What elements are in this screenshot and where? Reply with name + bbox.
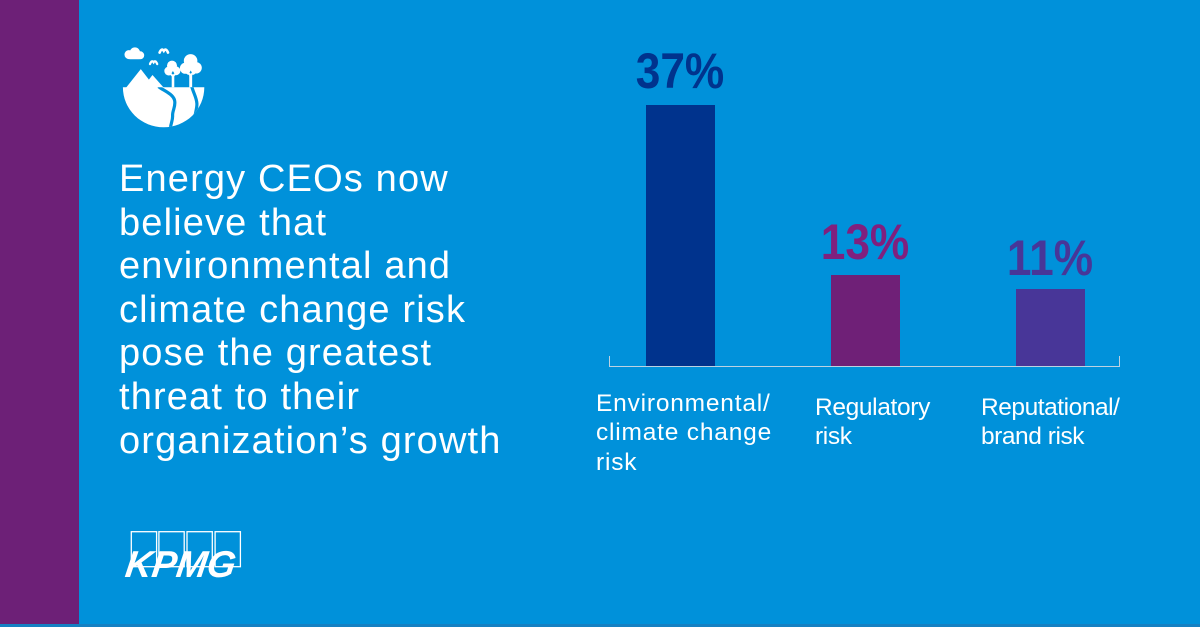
svg-text:KPMG: KPMG xyxy=(123,543,239,580)
